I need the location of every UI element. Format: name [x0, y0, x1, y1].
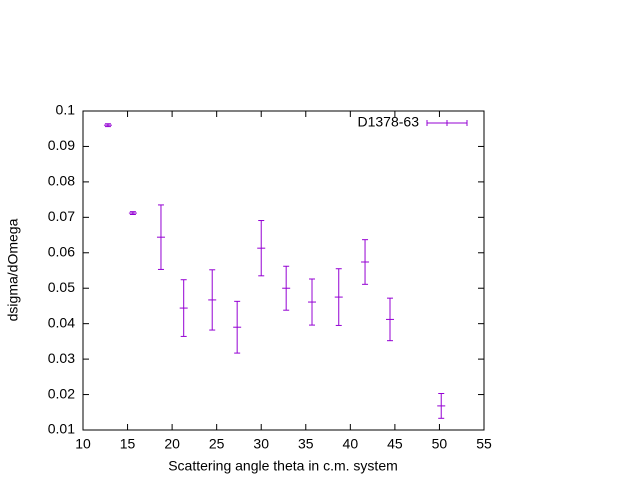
- error-point: [208, 269, 217, 331]
- y-tick-label: 0.02: [48, 385, 75, 401]
- y-tick-label: 0.06: [48, 243, 75, 259]
- error-point: [179, 279, 188, 337]
- error-point: [156, 204, 165, 270]
- x-tick-label: 40: [343, 436, 359, 452]
- plot-frame: [82, 110, 485, 431]
- error-point: [128, 211, 137, 215]
- error-point: [233, 300, 242, 354]
- error-point: [437, 392, 446, 419]
- error-point: [282, 265, 291, 311]
- x-tick-label: 15: [120, 436, 136, 452]
- y-tick-label: 0.05: [48, 279, 75, 295]
- x-tick-label: 55: [476, 436, 492, 452]
- y-tick-label: 0.03: [48, 350, 75, 366]
- x-tick-label: 50: [432, 436, 448, 452]
- y-tick-label: 0.1: [56, 102, 76, 118]
- error-point: [308, 278, 317, 326]
- error-point: [361, 239, 370, 285]
- x-tick-label: 35: [298, 436, 314, 452]
- legend-label: D1378-63: [358, 114, 420, 130]
- y-tick-label: 0.09: [48, 137, 75, 153]
- y-axis-label: dsigma/dOmega: [5, 218, 21, 321]
- x-tick-label: 45: [387, 436, 403, 452]
- error-point: [385, 297, 394, 342]
- x-tick-label: 10: [75, 436, 91, 452]
- x-tick-label: 25: [209, 436, 225, 452]
- y-tick-label: 0.04: [48, 314, 75, 330]
- error-point: [334, 268, 343, 326]
- x-tick-label: 20: [164, 436, 180, 452]
- y-tick-label: 0.01: [48, 421, 75, 437]
- y-tick-label: 0.07: [48, 208, 75, 224]
- y-tick-label: 0.08: [48, 173, 75, 189]
- error-point: [103, 123, 112, 128]
- error-point: [257, 220, 266, 277]
- x-axis-label: Scattering angle theta in c.m. system: [168, 458, 398, 474]
- x-tick-label: 30: [253, 436, 269, 452]
